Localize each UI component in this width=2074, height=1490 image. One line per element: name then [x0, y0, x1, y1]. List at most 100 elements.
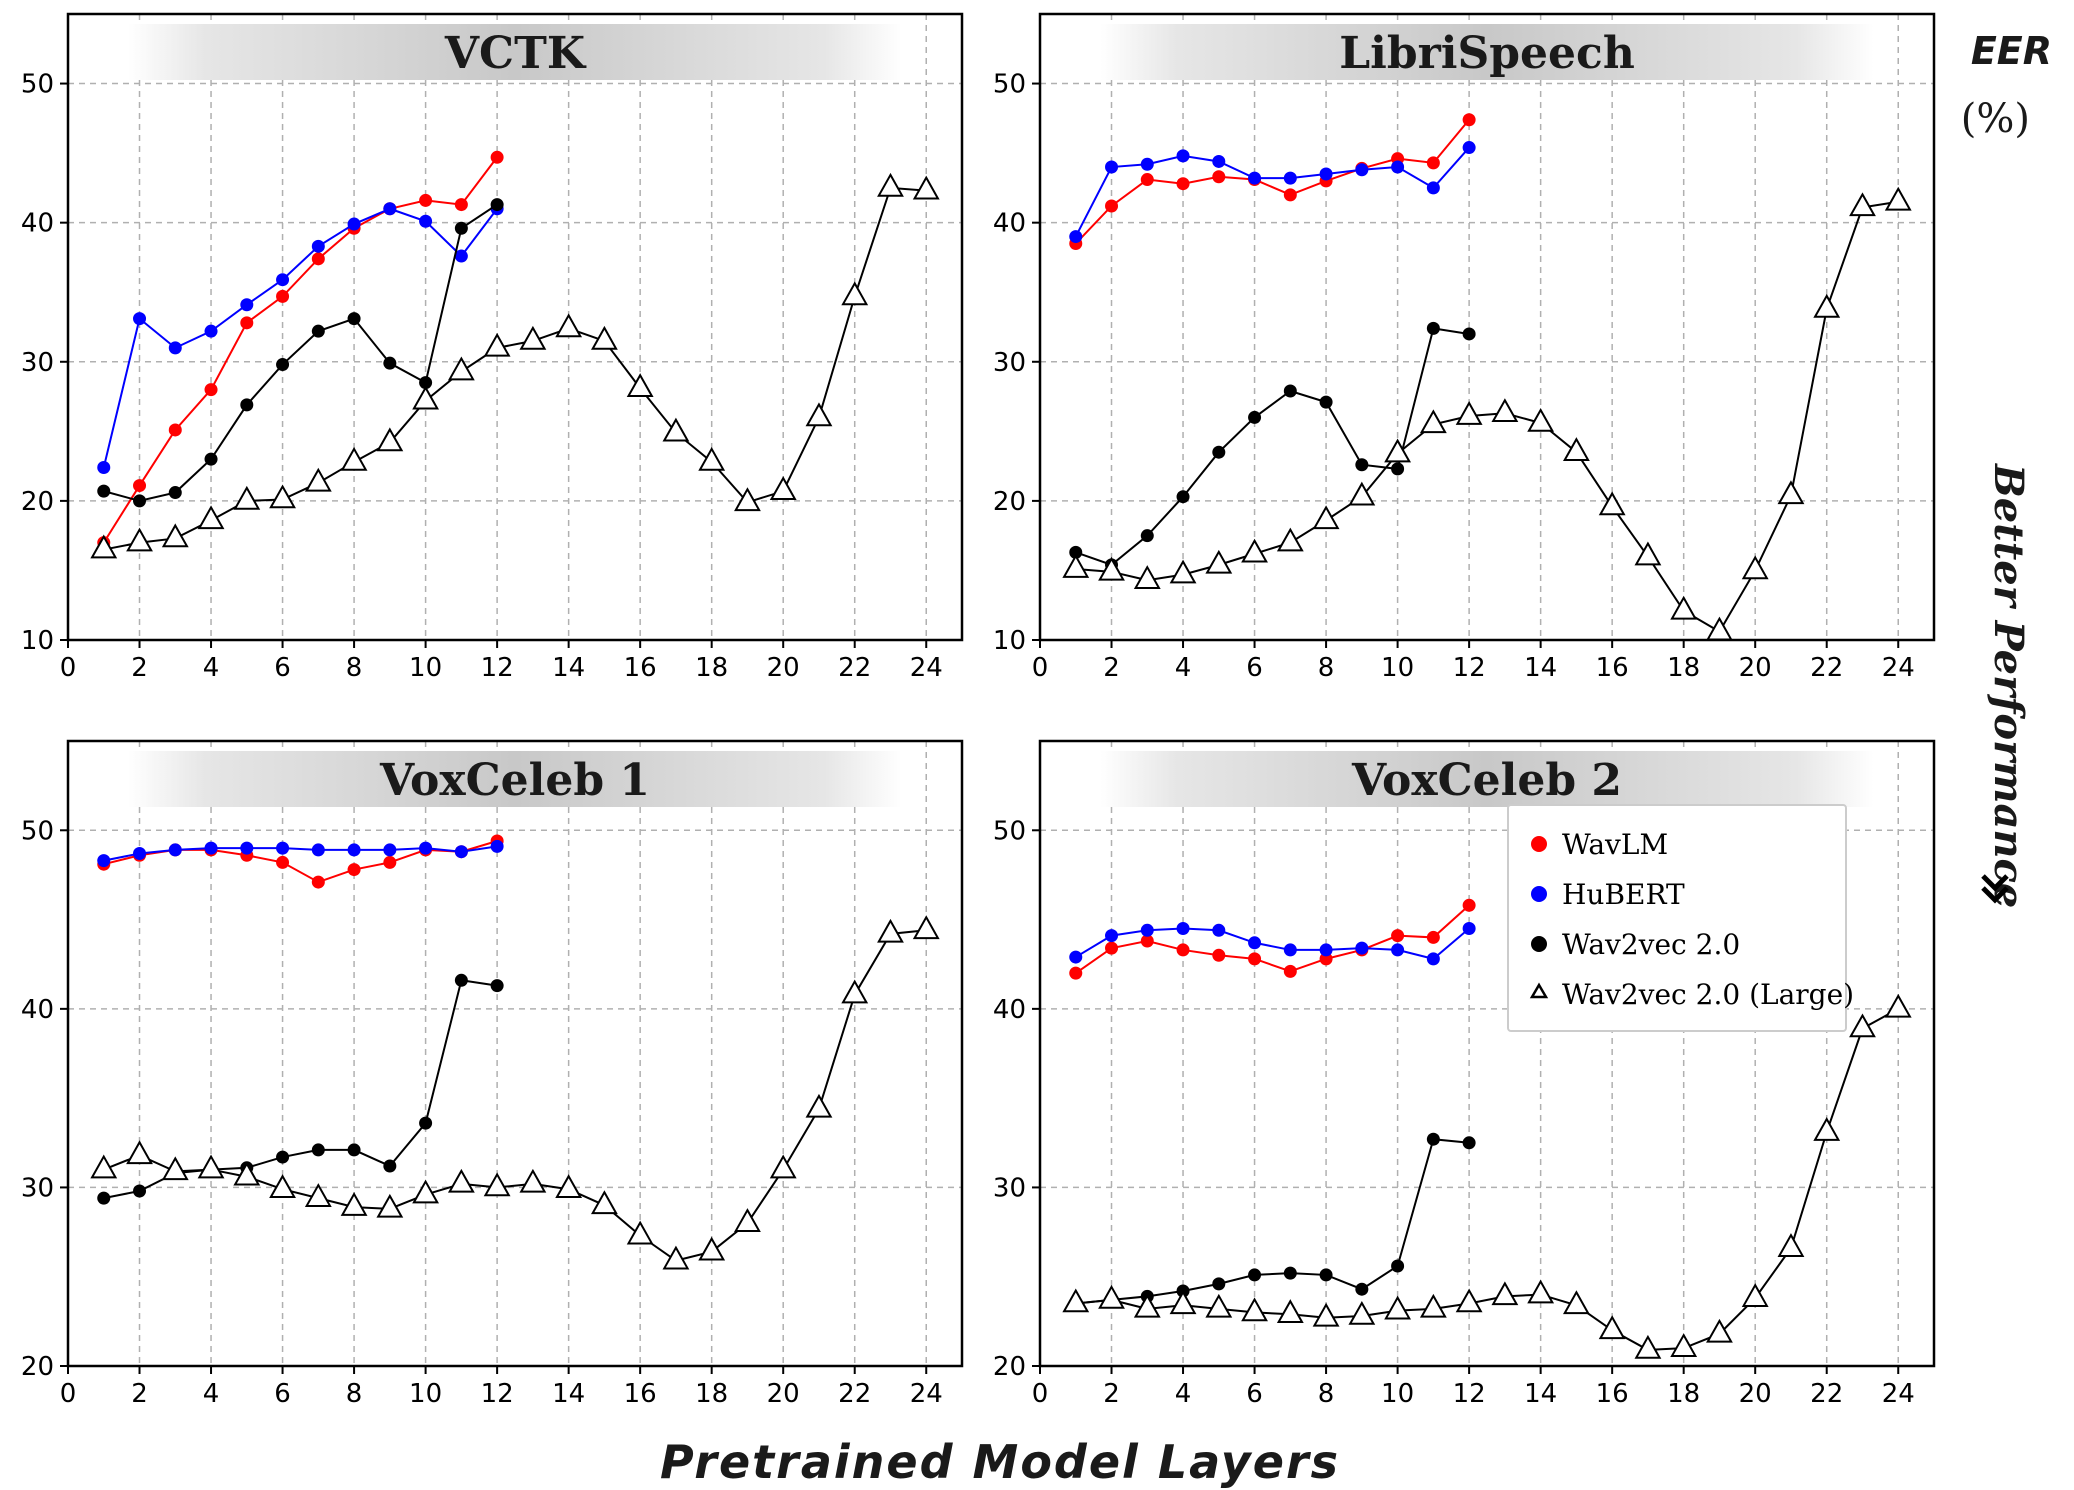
x-tick-label: 6	[274, 653, 291, 683]
data-point-wav2vec-2-0-large-2	[126, 1140, 153, 1165]
data-point-wav2vec-2-0-10	[1391, 1259, 1405, 1273]
data-point-hubert-2	[133, 847, 147, 860]
data-point-wav2vec-2-0-large-18	[698, 446, 726, 471]
x-tick-label: 2	[1103, 653, 1120, 683]
data-point-wav2vec-2-0-5	[240, 398, 254, 412]
data-point-hubert-6	[276, 273, 290, 287]
data-point-wavlm-12	[1462, 113, 1476, 127]
y-tick-label: 30	[993, 348, 1026, 378]
data-point-hubert-7	[1283, 943, 1297, 957]
x-tick-label: 10	[409, 653, 442, 683]
data-point-wav2vec-2-0-large-10	[412, 1179, 440, 1204]
data-point-wav2vec-2-0-11	[454, 973, 468, 987]
series-line-hubert	[103, 845, 498, 862]
data-point-wavlm-12	[490, 150, 504, 164]
data-point-wavlm-11	[1426, 156, 1440, 170]
data-point-wav2vec-2-0-large-24	[912, 175, 940, 200]
x-tick-label: 22	[838, 653, 871, 683]
data-point-wav2vec-2-0-large-6	[269, 1174, 296, 1199]
data-point-wav2vec-2-0-large-22	[841, 281, 869, 306]
data-point-wavlm-2	[133, 479, 147, 493]
plot-frame	[66, 12, 964, 642]
data-point-wavlm-6	[1248, 952, 1262, 966]
y-tick-label: 40	[993, 995, 1026, 1025]
data-point-wav2vec-2-0-large-18	[1670, 1333, 1698, 1357]
data-point-hubert-10	[1391, 160, 1405, 174]
data-point-wavlm-9	[383, 855, 397, 869]
data-point-wav2vec-2-0-large-21	[805, 1093, 833, 1118]
data-point-wav2vec-2-0-10	[1391, 462, 1405, 476]
data-point-wav2vec-2-0-large-17	[1634, 1334, 1662, 1359]
data-point-hubert-1	[1069, 950, 1083, 964]
data-point-wav2vec-2-0-large-8	[340, 446, 368, 471]
data-point-wav2vec-2-0-large-5	[1205, 549, 1233, 574]
series-line-wav2vec-2-0	[1075, 327, 1470, 567]
data-point-wav2vec-2-0-large-24	[1884, 186, 1912, 211]
data-point-wav2vec-2-0-large-8	[1312, 505, 1340, 530]
data-point-wav2vec-2-0-6	[276, 358, 290, 372]
title-banner	[1100, 751, 1874, 807]
x-tick-label: 18	[1667, 1379, 1700, 1409]
x-tick-label: 20	[1739, 1379, 1772, 1409]
data-point-wav2vec-2-0-large-14	[555, 313, 583, 338]
data-point-wav2vec-2-0-9	[1355, 458, 1369, 472]
data-point-wav2vec-2-0-large-20	[769, 1154, 797, 1179]
data-point-wav2vec-2-0-8	[347, 1143, 361, 1157]
data-point-wav2vec-2-0-large-6	[1241, 538, 1268, 563]
data-point-hubert-10	[419, 841, 433, 855]
data-point-wav2vec-2-0-large-4	[197, 1154, 225, 1179]
x-tick-label: 12	[481, 653, 514, 683]
data-point-wavlm-1	[1069, 966, 1083, 980]
data-point-wavlm-11	[1426, 930, 1440, 944]
x-tick-label: 16	[624, 653, 657, 683]
legend-label-wavlm: WavLM	[1562, 828, 1668, 861]
data-point-wav2vec-2-0-large-18	[698, 1236, 726, 1261]
legend-marker-wav2vec2	[1531, 936, 1547, 952]
data-point-hubert-2	[1105, 929, 1119, 943]
x-tick-label: 8	[1318, 1379, 1335, 1409]
data-point-wavlm-7	[1283, 964, 1297, 978]
data-point-hubert-12	[1462, 141, 1476, 155]
data-point-wav2vec-2-0-large-1	[90, 1154, 118, 1179]
x-tick-label: 8	[346, 1379, 363, 1409]
data-point-wav2vec-2-0-4	[204, 452, 218, 466]
series-line-wav2vec-2-0-large	[103, 929, 927, 1262]
data-point-wav2vec-2-0-2	[133, 494, 147, 508]
x-tick-label: 20	[767, 1379, 800, 1409]
better-performance-label: Better Performance	[1985, 463, 2032, 908]
x-tick-label: 14	[1524, 653, 1557, 683]
data-point-hubert-6	[1248, 936, 1262, 950]
x-tick-label: 22	[1810, 1379, 1843, 1409]
series-line-wavlm	[103, 840, 498, 884]
data-point-wav2vec-2-0-large-13	[519, 325, 547, 350]
data-point-wav2vec-2-0-5	[1212, 1277, 1226, 1291]
series-line-wavlm	[102, 156, 498, 544]
data-point-wav2vec-2-0-large-12	[483, 1172, 511, 1197]
data-point-hubert-6	[1248, 171, 1262, 185]
data-point-wavlm-2	[1105, 199, 1119, 213]
data-point-wav2vec-2-0-large-23	[877, 918, 904, 943]
series-line-wav2vec-2-0-large	[1075, 1007, 1899, 1351]
data-point-wav2vec-2-0-6	[1248, 410, 1262, 424]
data-point-wav2vec-2-0-large-5	[1205, 1293, 1233, 1318]
y-tick-label: 30	[21, 1173, 54, 1203]
data-point-wav2vec-2-0-large-2	[1098, 1284, 1125, 1309]
y-tick-label: 50	[993, 816, 1026, 846]
data-point-wav2vec-2-0-7	[311, 1143, 325, 1157]
data-point-wav2vec-2-0-large-23	[1849, 192, 1876, 217]
data-point-wav2vec-2-0-large-18	[1670, 595, 1698, 620]
data-point-wav2vec-2-0-8	[347, 312, 361, 326]
data-point-wav2vec-2-0-large-13	[519, 1168, 547, 1193]
x-tick-label: 12	[1453, 1379, 1486, 1409]
data-point-wav2vec-2-0-3	[1140, 529, 1154, 543]
legend-marker-hubert	[1531, 886, 1547, 902]
panel-title: LibriSpeech	[1339, 28, 1635, 79]
data-point-wavlm-6	[276, 289, 290, 303]
data-point-wav2vec-2-0-large-24	[1884, 993, 1912, 1018]
data-point-hubert-9	[1355, 941, 1369, 955]
plot-frame	[1038, 12, 1936, 642]
data-point-wav2vec-2-0-large-16	[626, 1220, 654, 1245]
data-point-wav2vec-2-0-large-7	[1276, 1299, 1304, 1324]
legend-box	[1507, 804, 1847, 1032]
